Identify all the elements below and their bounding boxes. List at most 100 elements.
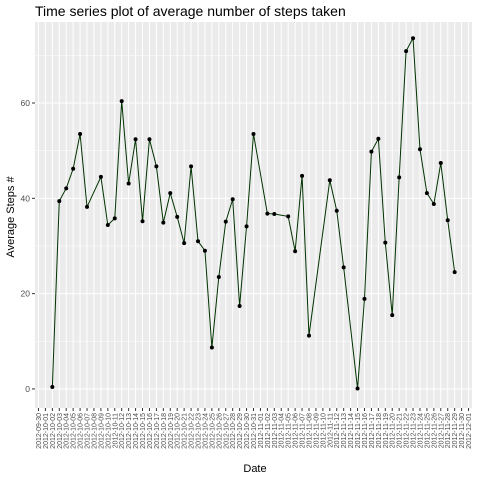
x-tick-label: 2012-11-30 [459, 413, 466, 448]
x-axis: 2012-09-30 2012-10-01 2012-10-02 2012-10-03… [36, 408, 473, 449]
x-tick-label: 2012-10-15 [140, 413, 147, 449]
x-tick-label: 2012-11-08 [306, 413, 313, 448]
x-tick-label: 2012-11-23 [411, 413, 418, 448]
data-point [369, 149, 374, 154]
data-point [147, 137, 152, 142]
x-tick-label: 2012-11-09 [313, 413, 320, 448]
data-point [411, 36, 416, 41]
data-point [196, 239, 201, 244]
y-tick-label: 40 [21, 193, 31, 203]
x-tick-label: 2012-11-07 [300, 413, 307, 448]
data-point [168, 191, 173, 196]
x-tick-label: 2012-10-30 [244, 413, 251, 449]
x-tick-label: 2012-10-08 [91, 413, 98, 449]
x-tick-label: 2012-11-12 [334, 413, 341, 448]
x-tick-label: 2012-10-06 [78, 413, 85, 449]
data-point [85, 204, 90, 209]
x-tick-label: 2012-10-31 [251, 413, 258, 449]
x-tick-label: 2012-10-03 [57, 413, 64, 449]
x-tick-label: 2012-10-07 [85, 413, 92, 449]
data-point [452, 270, 457, 275]
data-point [216, 274, 221, 279]
y-tick-label: 0 [25, 384, 30, 394]
x-tick-label: 2012-11-06 [293, 413, 300, 448]
data-point [404, 49, 409, 54]
data-point [119, 99, 124, 104]
data-point [390, 313, 395, 318]
data-point [202, 248, 207, 253]
data-point [293, 249, 298, 254]
data-point [57, 199, 62, 204]
x-tick-label: 2012-11-27 [438, 413, 445, 448]
x-tick-label: 2012-10-14 [133, 413, 140, 449]
x-tick-label: 2012-10-12 [119, 413, 126, 449]
x-tick-label: 2012-10-21 [182, 413, 189, 449]
x-tick-label: 2012-10-02 [50, 413, 57, 449]
x-tick-label: 2012-10-16 [147, 413, 154, 449]
data-point [355, 386, 360, 391]
data-point [126, 181, 131, 186]
y-tick-label: 60 [21, 98, 31, 108]
data-point [362, 296, 367, 301]
data-point [50, 385, 55, 390]
data-point [300, 173, 305, 178]
data-point [397, 175, 402, 180]
x-tick-label: 2012-10-22 [189, 413, 196, 449]
x-tick-label: 2012-10-19 [168, 413, 175, 449]
data-point [182, 241, 187, 246]
data-point [161, 220, 166, 225]
x-tick-label: 2012-11-05 [286, 413, 293, 448]
major-gridlines [35, 22, 472, 408]
data-point [112, 216, 117, 221]
data-point [140, 219, 145, 224]
x-tick-label: 2012-10-04 [64, 413, 71, 449]
data-point [175, 214, 180, 219]
data-point [237, 304, 242, 309]
data-point [327, 178, 332, 183]
x-tick-label: 2012-11-24 [417, 413, 424, 448]
x-tick-label: 2012-11-15 [355, 413, 362, 448]
x-tick-label: 2012-10-05 [71, 413, 78, 449]
data-point [376, 136, 381, 141]
data-point [251, 131, 256, 136]
data-point [64, 186, 69, 191]
x-tick-label: 2012-10-18 [161, 413, 168, 449]
data-point [265, 211, 270, 216]
x-tick-label: 2012-11-03 [272, 413, 279, 448]
data-point [71, 166, 76, 171]
data-point [272, 212, 277, 217]
data-point [334, 208, 339, 213]
x-tick-label: 2012-11-18 [376, 413, 383, 448]
data-points [50, 36, 457, 391]
x-axis-title: Date [243, 463, 266, 475]
data-point [98, 174, 103, 179]
x-tick-label: 2012-11-04 [279, 413, 286, 448]
x-tick-label: 2012-11-14 [348, 413, 355, 448]
data-point [445, 218, 450, 223]
x-tick-label: 2012-10-29 [237, 413, 244, 449]
x-tick-label: 2012-11-29 [452, 413, 459, 448]
x-tick-label: 2012-10-25 [209, 413, 216, 449]
y-axis: 0 20 40 60 [21, 98, 35, 394]
x-tick-label: 2012-10-09 [98, 413, 105, 449]
x-tick-label: 2012-10-11 [112, 413, 119, 448]
data-point [133, 137, 138, 142]
x-tick-label: 2012-10-17 [154, 413, 161, 449]
data-point [105, 223, 110, 228]
data-point [417, 147, 422, 152]
x-tick-label: 2012-11-22 [404, 413, 411, 448]
x-tick-label: 2012-09-30 [36, 413, 43, 449]
data-point [424, 191, 429, 196]
x-tick-label: 2012-10-24 [202, 413, 209, 449]
data-point [438, 161, 443, 166]
x-tick-label: 2012-11-25 [424, 413, 431, 448]
y-tick-label: 20 [21, 289, 31, 299]
data-point [383, 240, 388, 245]
data-point [189, 164, 194, 169]
x-tick-label: 2012-11-20 [390, 413, 397, 448]
x-tick-label: 2012-10-23 [196, 413, 203, 449]
data-point [306, 333, 311, 338]
data-point [286, 214, 291, 219]
data-point [230, 197, 235, 202]
